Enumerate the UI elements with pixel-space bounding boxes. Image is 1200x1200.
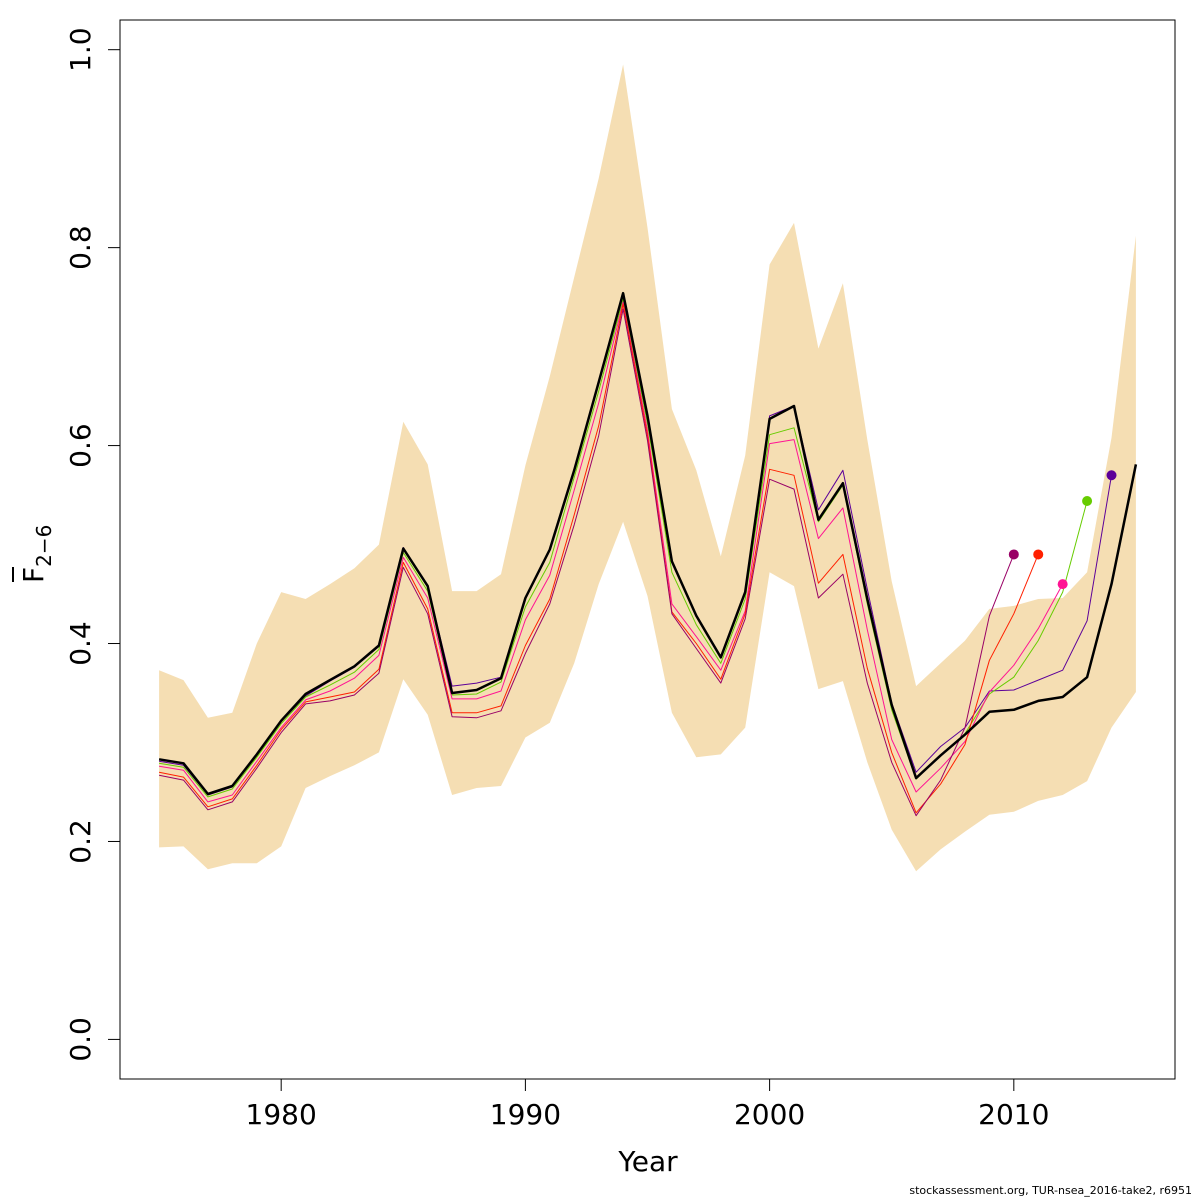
series-end-point-4 bbox=[1033, 549, 1044, 560]
series-layer bbox=[158, 291, 1138, 817]
y-tick-label: 0.8 bbox=[64, 225, 97, 270]
end-points-layer bbox=[1008, 470, 1117, 590]
y-tick-label: 0.2 bbox=[64, 819, 97, 864]
y-tick-label: 0.0 bbox=[64, 1017, 97, 1062]
series-end-point-5 bbox=[1008, 549, 1019, 560]
series-end-point-2 bbox=[1082, 496, 1093, 507]
y-tick-label: 0.4 bbox=[64, 621, 97, 666]
series-end-point-1 bbox=[1106, 470, 1117, 481]
x-axis: 1980 1990 2000 2010 bbox=[246, 1078, 1049, 1131]
series-line-3 bbox=[159, 301, 1064, 803]
x-tick-label: 2010 bbox=[978, 1098, 1049, 1131]
x-tick-label: 1980 bbox=[246, 1098, 317, 1131]
y-tick-label: 0.6 bbox=[64, 423, 97, 468]
series-end-point-3 bbox=[1057, 579, 1068, 590]
y-axis-label: F2−6 bbox=[12, 525, 56, 583]
series-line-0 bbox=[158, 291, 1138, 796]
x-axis-label: Year bbox=[617, 1145, 678, 1178]
series-line-5 bbox=[159, 308, 1015, 817]
confidence-band bbox=[159, 64, 1136, 872]
series-line-4 bbox=[159, 303, 1039, 814]
confidence-band-layer bbox=[159, 64, 1136, 872]
y-axis: 0.0 0.2 0.4 0.6 0.8 1.0 bbox=[64, 27, 121, 1062]
footer-credit: stockassessment.org, TUR-nsea_2016-take2… bbox=[909, 1184, 1192, 1197]
y-tick-label: 1.0 bbox=[64, 27, 97, 72]
x-tick-label: 2000 bbox=[734, 1098, 805, 1131]
y-axis-label-subscript: 2−6 bbox=[32, 525, 56, 567]
svg-text:F2−6: F2−6 bbox=[17, 525, 56, 583]
y-axis-label-main: F bbox=[17, 567, 50, 583]
x-tick-label: 1990 bbox=[490, 1098, 561, 1131]
